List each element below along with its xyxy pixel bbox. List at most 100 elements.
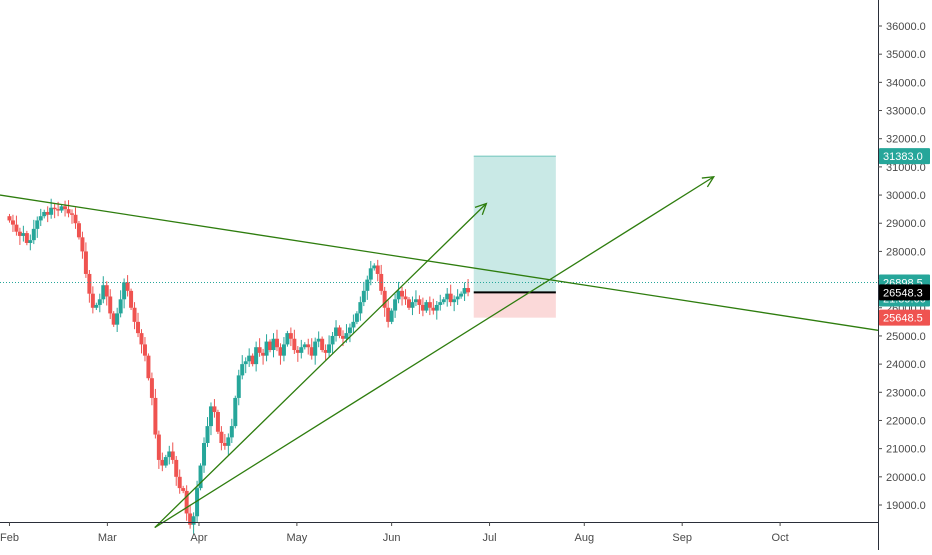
candle-body — [24, 233, 29, 243]
y-tick-label: 25000.0 — [886, 331, 926, 343]
candle-body — [257, 347, 262, 353]
candle-body — [347, 327, 352, 334]
candle-body — [139, 333, 144, 345]
candle-body — [80, 237, 85, 252]
candle-body — [90, 293, 95, 308]
candle-body — [268, 341, 273, 351]
candle-body — [181, 488, 186, 491]
candle-body — [184, 490, 189, 514]
candle-body — [330, 335, 335, 345]
y-tick-label: 32000.0 — [886, 134, 926, 146]
candle-body — [285, 333, 290, 345]
candle-body — [198, 465, 203, 489]
upper-trendline — [0, 194, 879, 331]
candle-body — [97, 299, 102, 305]
candle-body — [87, 273, 92, 294]
candle-body — [466, 288, 471, 293]
candle-body — [368, 268, 373, 280]
x-tick-label: Aug — [574, 532, 594, 544]
candle-body — [274, 338, 279, 348]
candle-body — [448, 293, 453, 303]
candle-body — [14, 224, 19, 232]
candle-body — [334, 327, 339, 336]
candle-body — [427, 302, 432, 308]
candle-body — [170, 451, 175, 460]
candle-body — [101, 285, 106, 300]
candle-body — [31, 228, 36, 241]
candle-body — [63, 206, 68, 210]
candle-body — [361, 290, 366, 303]
candle-body — [191, 516, 196, 525]
candle-body — [136, 321, 141, 334]
stop-zone — [473, 292, 556, 318]
candle-body — [434, 304, 439, 311]
candle-body — [261, 352, 266, 356]
candle-body — [243, 361, 248, 365]
entry-price-badge-text: 26548.3 — [883, 287, 923, 299]
candle-body — [160, 459, 165, 466]
candle-body — [212, 406, 217, 413]
annotation-lines — [0, 175, 879, 529]
candle-body — [177, 476, 182, 489]
candle-body — [129, 290, 134, 308]
candle-body — [149, 378, 154, 398]
candle-body — [316, 338, 321, 342]
candle-body — [202, 443, 207, 466]
candle-body — [340, 335, 345, 339]
candle-body — [156, 434, 161, 460]
candle-body — [302, 344, 307, 348]
candle-body — [354, 313, 359, 322]
candle-body — [70, 213, 75, 215]
candle-body — [174, 459, 179, 477]
candle-body — [299, 347, 304, 353]
y-tick-label: 35000.0 — [886, 49, 926, 61]
candle-body — [35, 220, 40, 229]
y-tick-label: 19000.0 — [886, 500, 926, 512]
candle-body — [264, 341, 269, 356]
y-tick-label: 36000.0 — [886, 21, 926, 33]
y-tick-label: 29000.0 — [886, 218, 926, 230]
y-tick-label: 24000.0 — [886, 359, 926, 371]
candle-body — [396, 290, 401, 300]
x-tick-label: Apr — [190, 532, 207, 544]
candle-body — [344, 333, 349, 339]
candles — [7, 198, 471, 534]
candle-body — [83, 251, 88, 274]
candle-body — [372, 265, 377, 269]
candle-body — [28, 240, 33, 243]
candle-body — [205, 426, 210, 444]
candle-body — [247, 355, 252, 362]
stop-price-badge: 25648.5 — [879, 309, 930, 326]
candle-body — [215, 412, 220, 432]
candle-body — [313, 341, 318, 356]
candle-body — [417, 299, 422, 305]
candle-body — [292, 338, 297, 351]
entry-price-badge: 26548.3 — [879, 284, 930, 301]
steep-ray-arrow — [154, 203, 487, 529]
x-tick-label: May — [286, 532, 307, 544]
candle-body — [21, 233, 26, 236]
stop-price-badge-text: 25648.5 — [883, 313, 923, 325]
candle-body — [229, 426, 234, 438]
candle-body — [219, 431, 224, 444]
candle-body — [288, 333, 293, 339]
candle-body — [295, 350, 300, 353]
x-tick-label: Oct — [772, 532, 789, 544]
candle-body — [393, 299, 398, 311]
y-tick-label: 21000.0 — [886, 444, 926, 456]
candle-body — [327, 344, 332, 353]
candle-body — [146, 355, 151, 379]
candle-body — [306, 344, 311, 348]
y-tick-label: 33000.0 — [886, 106, 926, 118]
y-tick-label: 28000.0 — [886, 246, 926, 258]
y-tick-label: 20000.0 — [886, 472, 926, 484]
target-zone — [473, 156, 556, 293]
candle-body — [254, 347, 259, 365]
target-price-badge: 31383.0 — [879, 148, 930, 165]
y-tick-label: 30000.0 — [886, 190, 926, 202]
candle-body — [375, 265, 380, 274]
candle-body — [153, 397, 158, 435]
